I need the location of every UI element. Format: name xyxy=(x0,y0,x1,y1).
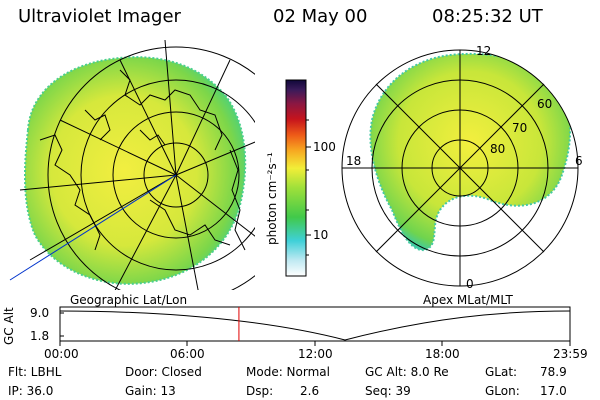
glat-value: 78.9 xyxy=(540,365,567,379)
terminator-line xyxy=(9,174,177,281)
magnetic-map xyxy=(341,49,579,287)
xtick-0000: 00:00 xyxy=(44,347,79,361)
mode-info: Mode: Normal xyxy=(246,365,330,379)
observation-time: 08:25:32 UT xyxy=(432,6,543,27)
altitude-plot xyxy=(59,306,571,346)
altitude-ytick-high: 9.0 xyxy=(30,306,50,320)
glat-label: GLat: xyxy=(485,365,518,379)
observation-date: 02 May 00 xyxy=(273,6,368,27)
filter-info: Flt: LBHL xyxy=(8,365,62,379)
xtick-0600: 06:00 xyxy=(170,347,205,361)
seq-info: Seq: 39 xyxy=(365,384,411,398)
dsp-label: Dsp: xyxy=(246,384,274,398)
instrument-title: Ultraviolet Imager xyxy=(18,6,181,27)
mlt-label-6: 6 xyxy=(575,154,583,168)
xtick-1200: 12:00 xyxy=(298,347,333,361)
mlat-label-70: 70 xyxy=(512,121,528,135)
gc-alt-info: GC Alt: 8.0 Re xyxy=(365,365,449,379)
xtick-1800: 18:00 xyxy=(425,347,460,361)
right-map-caption: Apex MLat/MLT xyxy=(423,293,513,307)
ip-info: IP: 36.0 xyxy=(8,384,54,398)
colorbar-tick-10: 10 xyxy=(313,228,329,242)
xtick-2359: 23:59 xyxy=(553,347,588,361)
dsp-value: 2.6 xyxy=(300,384,320,398)
glon-value: 17.0 xyxy=(540,384,567,398)
aurora-image-right xyxy=(369,52,572,252)
door-info: Door: Closed xyxy=(125,365,202,379)
colorbar-tick-100: 100 xyxy=(313,140,336,154)
altitude-ytick-low: 1.8 xyxy=(30,329,50,343)
mlt-label-0: 0 xyxy=(466,277,474,291)
left-map-caption: Geographic Lat/Lon xyxy=(70,293,188,307)
colorbar xyxy=(285,79,311,277)
mlt-label-12: 12 xyxy=(476,44,492,58)
colorbar-gradient xyxy=(285,79,307,277)
colorbar-unit-label: photon cm⁻²s⁻¹ xyxy=(265,152,279,245)
altitude-ylabel: GC Alt xyxy=(2,307,16,345)
altitude-curve xyxy=(59,310,571,341)
glon-label: GLon: xyxy=(485,384,520,398)
mlat-label-60: 60 xyxy=(537,97,553,111)
gain-info: Gain: 13 xyxy=(125,384,176,398)
mlt-label-18: 18 xyxy=(346,154,362,168)
mlat-label-80: 80 xyxy=(490,142,506,156)
geographic-map xyxy=(9,40,255,290)
altitude-plot-frame xyxy=(59,306,571,342)
